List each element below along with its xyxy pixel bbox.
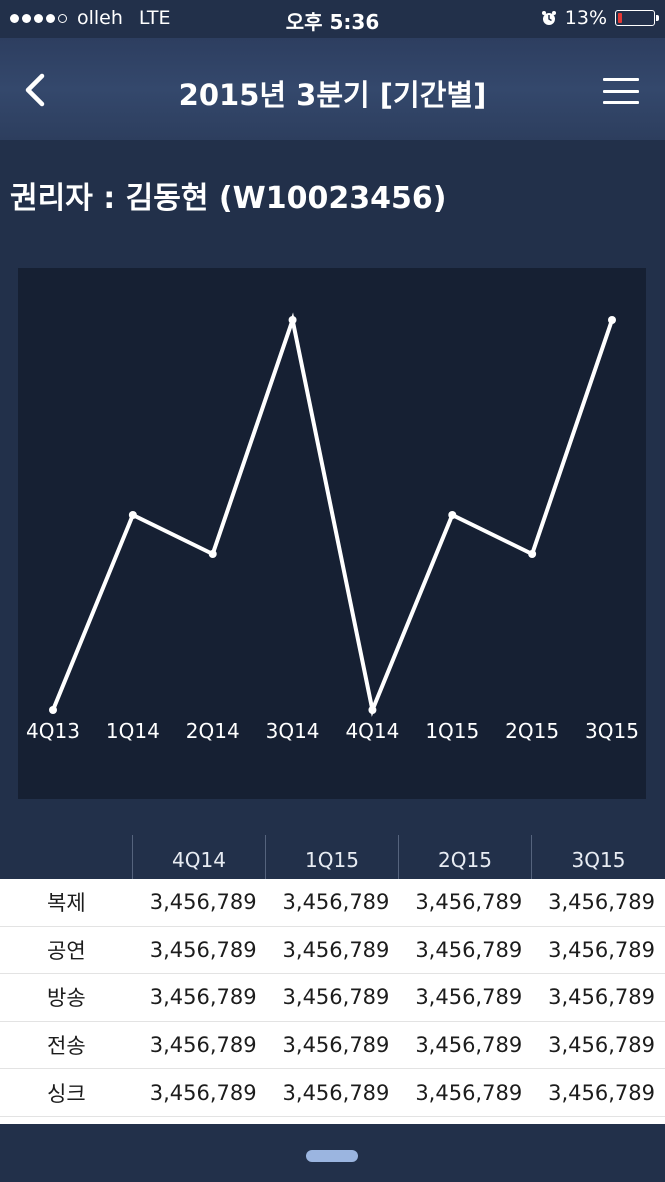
series-line bbox=[51, 312, 614, 717]
menu-line bbox=[603, 101, 639, 104]
table-header: 4Q14 1Q15 2Q15 3Q15 bbox=[0, 835, 665, 879]
royalty-table: 복제 3,456,789 3,456,789 3,456,789 3,456,7… bbox=[0, 879, 665, 1124]
row-label: 싱크 bbox=[47, 1081, 86, 1106]
table-cell: 3,456,789 bbox=[149, 1080, 257, 1105]
data-point bbox=[368, 706, 377, 714]
table-cell: 3,456,789 bbox=[548, 937, 655, 962]
table-row: 싱크 3,456,789 3,456,789 3,456,789 3,456,7… bbox=[0, 1069, 665, 1117]
table-cell: 3,456,789 bbox=[415, 1033, 523, 1058]
status-bar: olleh LTE 오후 5:36 13% bbox=[0, 0, 665, 38]
carrier-name: olleh bbox=[77, 7, 123, 29]
status-right: 13% bbox=[541, 7, 659, 29]
table-cell: 3,456,789 bbox=[149, 890, 257, 915]
status-left: olleh LTE bbox=[10, 7, 171, 29]
row-label: 방송 bbox=[47, 986, 86, 1011]
x-tick-label: 3Q15 bbox=[585, 719, 639, 743]
battery-icon bbox=[615, 10, 659, 26]
menu-line bbox=[603, 78, 639, 81]
drag-handle[interactable] bbox=[306, 1150, 358, 1162]
table-row: 방송 3,456,789 3,456,789 3,456,789 3,456,7… bbox=[0, 974, 665, 1022]
data-point bbox=[208, 550, 217, 558]
status-time: 오후 5:36 bbox=[285, 10, 380, 34]
table-cell: 3,456,789 bbox=[415, 937, 523, 962]
back-chevron-icon[interactable] bbox=[18, 70, 54, 110]
x-tick-label: 4Q14 bbox=[345, 719, 399, 743]
bottom-bar bbox=[0, 1128, 665, 1182]
table-cell: 3,456,789 bbox=[548, 985, 655, 1010]
battery-percent: 13% bbox=[564, 7, 607, 29]
table-row: 복제 3,456,789 3,456,789 3,456,789 3,456,7… bbox=[0, 879, 665, 927]
hamburger-menu-icon[interactable] bbox=[603, 78, 639, 104]
row-label: 복제 bbox=[47, 891, 86, 916]
alarm-clock-icon bbox=[541, 11, 556, 25]
table-cell: 3,456,789 bbox=[548, 890, 655, 915]
x-tick-label: 2Q15 bbox=[505, 719, 559, 743]
battery-level-fill bbox=[618, 13, 622, 23]
signal-dot bbox=[22, 13, 31, 23]
table-cell: 3,456,789 bbox=[282, 1080, 390, 1105]
table-cell: 3,456,789 bbox=[282, 937, 390, 962]
table-cell: 3,456,789 bbox=[149, 937, 257, 962]
table-cell: 3,456,789 bbox=[548, 1033, 655, 1058]
line-chart: 4Q13 1Q14 2Q14 3Q14 4Q14 1Q15 2Q15 3Q15 bbox=[26, 312, 639, 743]
signal-strength-icon bbox=[10, 13, 67, 23]
signal-dot bbox=[58, 13, 67, 23]
row-label: 전송 bbox=[47, 1034, 86, 1059]
table-row: 공연 3,456,789 3,456,789 3,456,789 3,456,7… bbox=[0, 927, 665, 975]
row-label: 공연 bbox=[47, 938, 86, 963]
table-cell: 3,456,789 bbox=[415, 985, 523, 1010]
data-point bbox=[288, 316, 297, 324]
table-header-cell: 1Q15 bbox=[265, 835, 398, 879]
network-type: LTE bbox=[138, 7, 171, 29]
navigation-bar: 2015년 3분기 [기간별] bbox=[0, 38, 665, 140]
rights-holder-label: 권리자 : 김동현 (W10023456) bbox=[10, 181, 447, 216]
data-point bbox=[128, 511, 137, 519]
x-tick-label: 1Q15 bbox=[425, 719, 479, 743]
table-header-cell: 4Q14 bbox=[132, 835, 265, 879]
x-tick-label: 2Q14 bbox=[186, 719, 240, 743]
x-tick-label: 4Q13 bbox=[26, 719, 80, 743]
table-cell: 3,456,789 bbox=[149, 985, 257, 1010]
table-cell: 3,456,789 bbox=[282, 985, 390, 1010]
table-cell: 3,456,789 bbox=[548, 1080, 655, 1105]
signal-dot bbox=[34, 13, 43, 23]
table-cell: 3,456,789 bbox=[282, 1033, 390, 1058]
table-header-cell: 3Q15 bbox=[531, 835, 665, 879]
data-point bbox=[608, 316, 616, 324]
data-point bbox=[49, 706, 57, 714]
data-point bbox=[448, 511, 457, 519]
table-cell: 3,456,789 bbox=[415, 890, 523, 915]
page-title: 2015년 3분기 [기간별] bbox=[178, 78, 487, 112]
x-tick-label: 3Q14 bbox=[266, 719, 320, 743]
table-cell: 3,456,789 bbox=[282, 890, 390, 915]
menu-line bbox=[603, 89, 639, 93]
table-header-cell: 2Q15 bbox=[398, 835, 531, 879]
signal-dot bbox=[46, 13, 55, 23]
table-cell: 3,456,789 bbox=[415, 1080, 523, 1105]
signal-dot bbox=[10, 13, 19, 23]
line-chart-panel: 4Q13 1Q14 2Q14 3Q14 4Q14 1Q15 2Q15 3Q15 bbox=[18, 268, 646, 799]
table-header-cell bbox=[0, 835, 132, 879]
x-tick-label: 1Q14 bbox=[106, 719, 160, 743]
table-cell: 3,456,789 bbox=[149, 1033, 257, 1058]
data-point bbox=[528, 550, 537, 558]
table-row: 전송 3,456,789 3,456,789 3,456,789 3,456,7… bbox=[0, 1022, 665, 1070]
